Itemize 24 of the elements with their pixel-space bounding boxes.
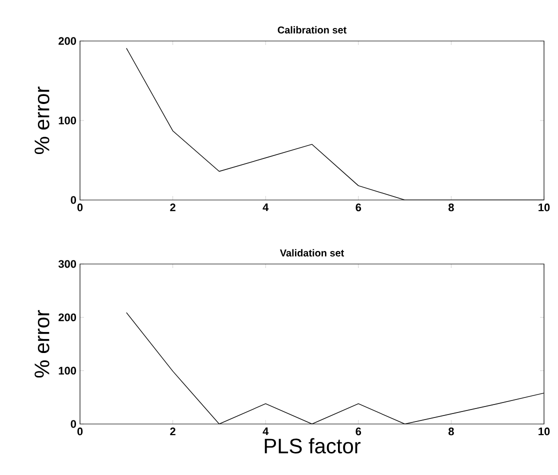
y-axis-title: % error [34, 310, 50, 378]
chart-title: Validation set [280, 249, 344, 256]
y-tick-label: 100 [58, 116, 76, 124]
x-tick-label: 2 [170, 428, 176, 436]
x-tick-label: 10 [538, 204, 550, 212]
y-axis-title: % error [34, 86, 50, 154]
y-tick-label: 0 [70, 196, 76, 204]
x-tick-label: 4 [262, 204, 269, 212]
y-tick-label: 200 [58, 313, 76, 322]
x-tick-label: 8 [448, 428, 454, 436]
x-tick-label: 8 [448, 204, 454, 212]
x-axis-title: PLS factor [264, 438, 360, 454]
x-tick-label: 10 [538, 428, 550, 436]
chart-title: Calibration set [278, 26, 346, 34]
y-tick-label: 300 [58, 260, 76, 268]
y-tick-label: 100 [58, 366, 76, 375]
x-tick-label: 6 [356, 428, 362, 436]
y-tick-label: 0 [70, 420, 76, 428]
x-tick-label: 0 [77, 428, 83, 436]
x-tick-label: 0 [77, 204, 83, 212]
x-tick-label: 2 [170, 204, 176, 212]
x-tick-label: 6 [356, 204, 362, 212]
y-tick-label: 200 [58, 37, 76, 45]
x-tick-label: 4 [262, 428, 269, 436]
